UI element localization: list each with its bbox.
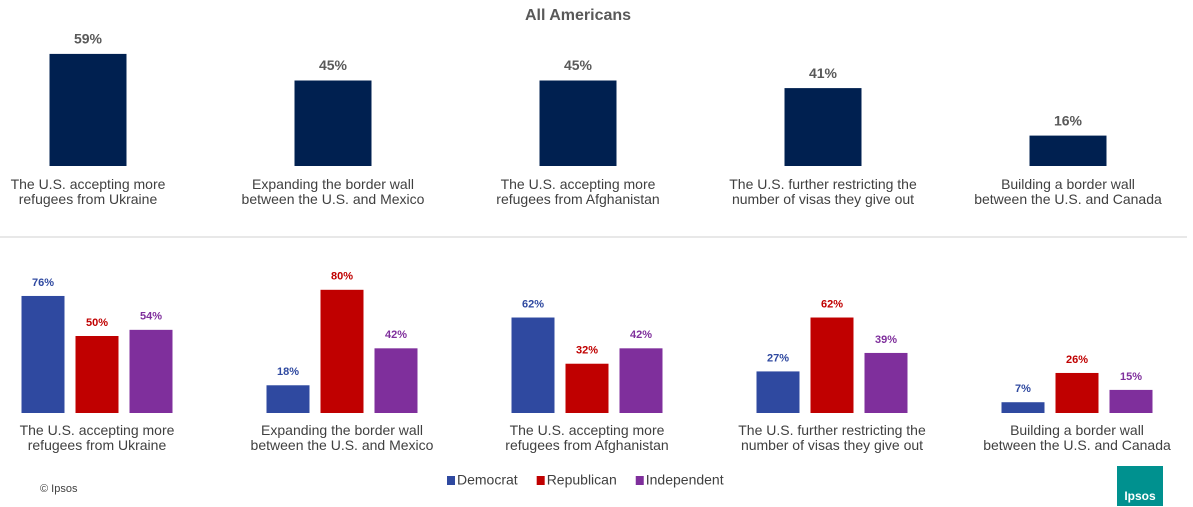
value-label: 59%: [74, 31, 103, 47]
bar: [294, 80, 372, 166]
bar: [129, 329, 173, 413]
value-label: 50%: [86, 317, 108, 329]
bar: [1055, 372, 1099, 413]
bar: [320, 289, 364, 413]
value-label: 7%: [1015, 383, 1031, 395]
bar: [810, 317, 854, 413]
bar: [266, 385, 310, 413]
bar: [374, 348, 418, 413]
bar: [565, 363, 609, 413]
category-label: The U.S. further restricting the number …: [729, 176, 917, 207]
category-label: The U.S. accepting more refugees from Uk…: [19, 422, 175, 453]
category-label: Expanding the border wall between the U.…: [241, 176, 425, 207]
category-label: The U.S. accepting more refugees from Af…: [496, 176, 660, 207]
chart-title: All Americans: [525, 7, 631, 24]
bar: [1001, 402, 1045, 413]
value-label: 54%: [140, 311, 162, 323]
value-label: 32%: [576, 345, 598, 357]
legend-label: Democrat: [457, 472, 518, 488]
value-label: 26%: [1066, 354, 1088, 366]
bar: [864, 352, 908, 413]
bar: [21, 295, 65, 413]
legend-swatch: [635, 476, 644, 485]
bar: [49, 53, 127, 166]
category-label: Building a border wall between the U.S. …: [974, 176, 1162, 207]
category-label: The U.S. accepting more refugees from Af…: [505, 422, 669, 453]
bar: [619, 348, 663, 413]
category-label: The U.S. further restricting the number …: [738, 422, 926, 453]
value-label: 76%: [32, 277, 54, 289]
category-label: Expanding the border wall between the U.…: [250, 422, 434, 453]
value-label: 42%: [385, 329, 407, 341]
value-label: 15%: [1120, 371, 1142, 383]
legend-label: Independent: [646, 472, 724, 488]
value-label: 80%: [331, 271, 353, 283]
bar: [75, 336, 119, 413]
legend-swatch: [447, 476, 455, 485]
bar: [511, 317, 555, 413]
bar: [539, 80, 617, 166]
category-label: Building a border wall between the U.S. …: [983, 422, 1171, 453]
value-label: 16%: [1054, 112, 1083, 128]
value-label: 41%: [809, 65, 838, 81]
value-label: 45%: [564, 57, 593, 73]
logo-text: Ipsos: [1124, 489, 1156, 503]
legend-swatch: [536, 476, 545, 485]
legend-label: Republican: [547, 472, 617, 488]
value-label: 39%: [875, 334, 897, 346]
value-label: 62%: [522, 298, 544, 310]
value-label: 42%: [630, 329, 652, 341]
value-label: 18%: [277, 366, 299, 378]
value-label: 27%: [767, 352, 789, 364]
bar: [784, 88, 862, 166]
value-label: 62%: [821, 298, 843, 310]
bar: [1029, 135, 1107, 166]
bar: [756, 371, 800, 413]
logo-box: [1117, 466, 1163, 506]
copyright: © Ipsos: [40, 483, 78, 495]
category-label: The U.S. accepting more refugees from Uk…: [10, 176, 166, 207]
value-label: 45%: [319, 57, 348, 73]
bar: [1109, 389, 1153, 413]
